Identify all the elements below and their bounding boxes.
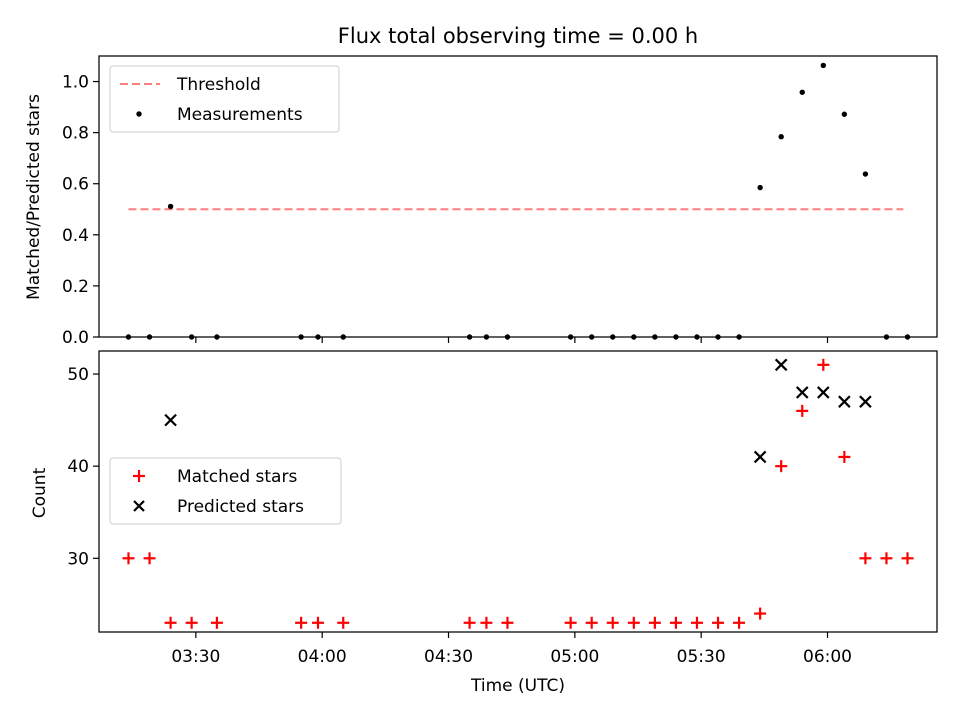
matched-star-point — [796, 404, 809, 417]
predicted-star-point — [774, 358, 788, 372]
x-tick-label: 05:00 — [550, 647, 599, 667]
measurement-point — [841, 111, 848, 117]
x-tick-label: 06:00 — [803, 647, 852, 667]
top-panel: 0.0 0.2 0.4 0.6 0.8 1.0 Matched/Predicted sta… — [24, 55, 938, 348]
top-y-tick-label: 0.4 — [62, 226, 89, 246]
matched-star-point — [648, 616, 661, 629]
legend-predicted-swatch — [133, 500, 145, 512]
legend-threshold-label: Threshold — [176, 75, 261, 95]
top-legend-frame — [109, 65, 340, 133]
matched-star-point — [859, 552, 872, 565]
legend-measurements-label: Measurements — [177, 105, 303, 125]
matched-star-point — [480, 616, 493, 629]
x-tick-label: 04:30 — [424, 647, 473, 667]
predicted-star-point — [795, 386, 809, 399]
matched-star-point — [838, 450, 851, 463]
x-axis-label: Time (UTC) — [470, 676, 565, 696]
matched-star-point — [901, 552, 914, 565]
matched-star-point — [210, 616, 223, 629]
matched-star-point — [690, 616, 703, 629]
x-tick-label: 04:00 — [298, 647, 347, 667]
matched-star-point — [564, 616, 577, 629]
measurement-point — [820, 62, 827, 69]
legend-measurements-swatch — [136, 111, 142, 117]
matched-star-point — [585, 616, 598, 629]
matched-star-point — [501, 616, 514, 629]
top-y-axis-label: Matched/Predicted stars — [24, 94, 44, 300]
measurement-point — [778, 134, 784, 140]
matched-star-point — [712, 616, 725, 629]
predicted-star-point — [164, 413, 177, 427]
matched-star-point — [143, 552, 156, 565]
legend-matched-swatch — [133, 470, 145, 482]
matched-star-point — [295, 616, 308, 629]
top-y-tick-label: 1.0 — [62, 73, 89, 93]
matched-star-point — [669, 616, 682, 629]
bottom-y-axis-label: Count — [30, 467, 50, 518]
predicted-star-point — [817, 386, 830, 399]
measurement-point — [862, 171, 869, 177]
matched-star-point — [606, 616, 619, 629]
predicted-star-point — [838, 395, 851, 408]
predicted-star-point — [753, 450, 767, 464]
matched-star-point — [627, 616, 640, 629]
top-y-tick-label: 0.2 — [62, 277, 89, 297]
top-y-tick-label: 0.8 — [62, 124, 89, 144]
bottom-y-tick-label: 30 — [67, 549, 89, 569]
matched-star-point — [880, 552, 893, 565]
predicted-star-point — [859, 395, 872, 408]
matched-star-point — [775, 460, 788, 473]
bottom-panel: 30 40 50 03:30 04:00 04:30 05:00 05:30 06:00 Co… — [30, 350, 938, 696]
bottom-legend-frame — [109, 457, 342, 525]
bottom-axes-frame — [98, 350, 938, 633]
matched-star-point — [337, 616, 350, 629]
matched-star-point — [733, 616, 746, 629]
chart-title: Flux total observing time = 0.00 h — [338, 24, 698, 48]
legend-predicted-label: Predicted stars — [177, 497, 304, 517]
top-legend: Threshold Measurements — [109, 65, 340, 133]
bottom-y-tick-label: 50 — [67, 365, 89, 385]
matched-star-point — [817, 358, 830, 371]
matched-star-point — [185, 616, 198, 629]
matched-star-point — [122, 552, 135, 565]
top-y-tick-label: 0.6 — [62, 175, 89, 195]
matched-star-point — [463, 616, 476, 629]
bottom-legend: Matched stars Predicted stars — [109, 457, 342, 525]
measurement-point — [167, 203, 174, 210]
x-tick-label: 05:30 — [677, 647, 726, 667]
legend-matched-label: Matched stars — [177, 467, 297, 487]
measurement-point — [799, 89, 805, 95]
bottom-y-tick-label: 40 — [67, 457, 89, 477]
measurement-point — [757, 184, 763, 191]
top-y-tick-label: 0.0 — [62, 328, 89, 348]
x-tick-label: 03:30 — [171, 647, 220, 667]
matched-star-point — [754, 607, 767, 620]
matched-star-point — [164, 616, 177, 629]
matched-star-point — [311, 616, 324, 629]
top-axes-frame — [98, 55, 938, 338]
